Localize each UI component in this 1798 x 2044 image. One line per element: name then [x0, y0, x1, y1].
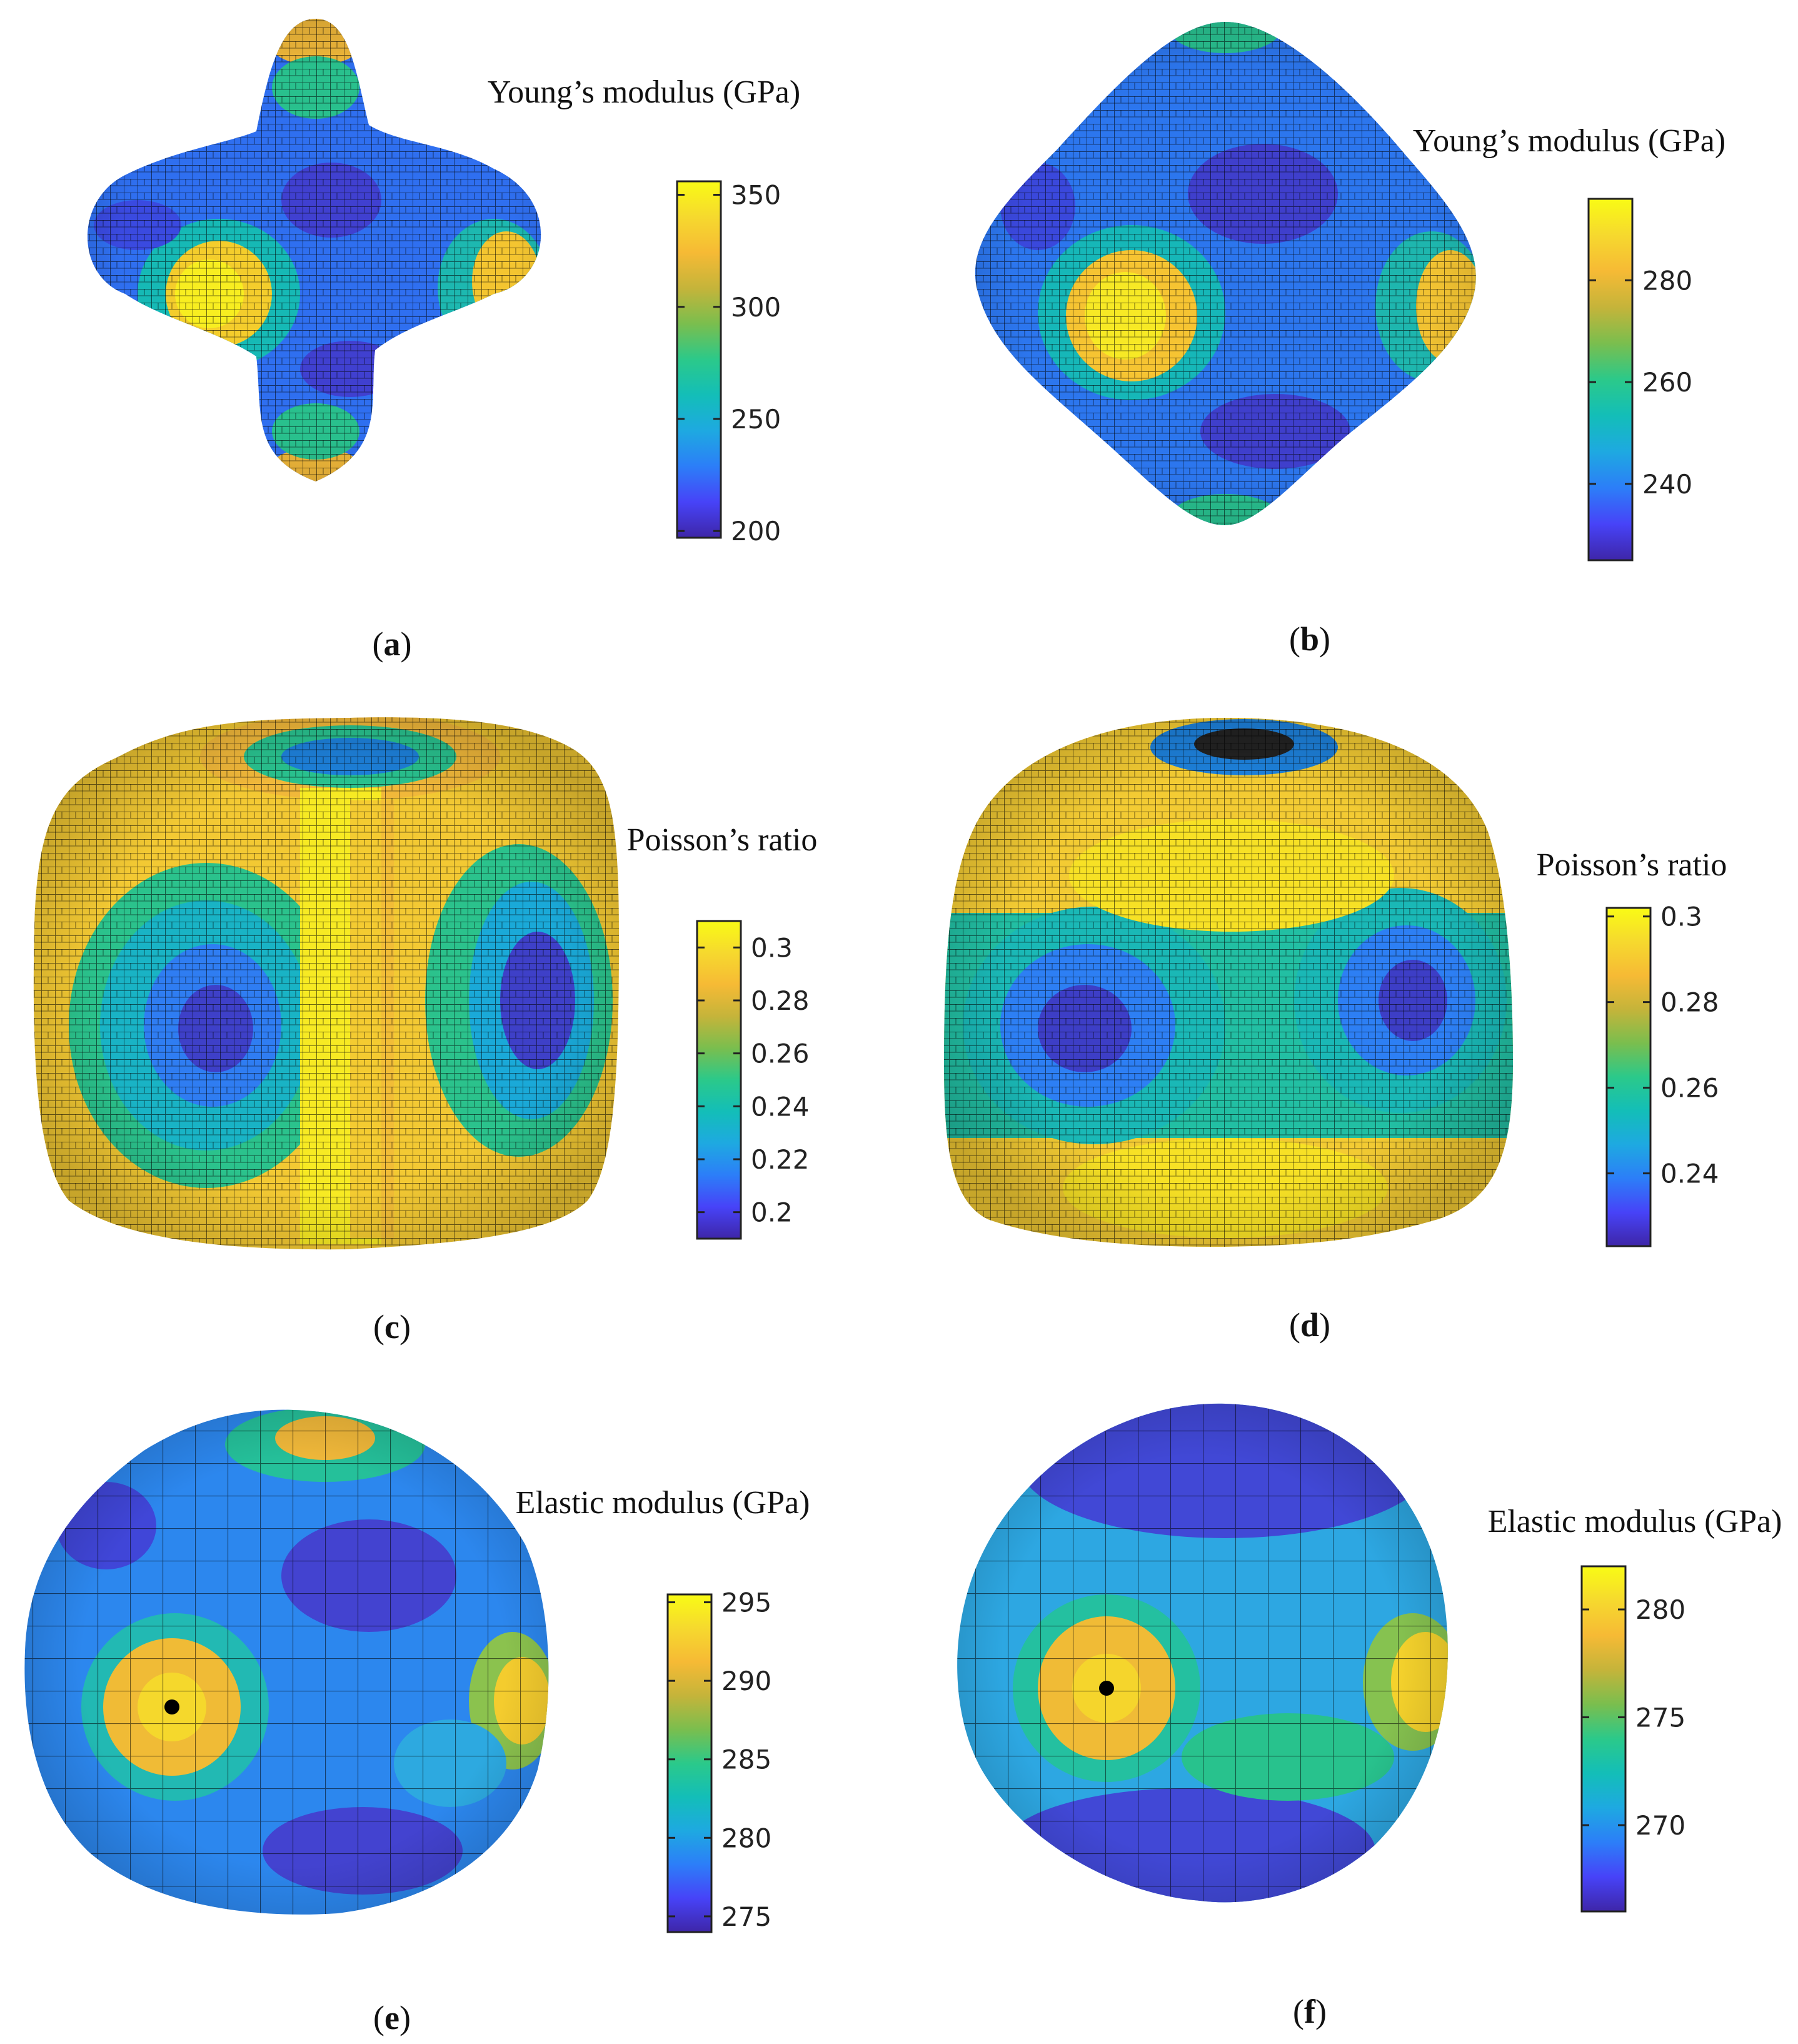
colorbar-c-tick-label: 0.26	[751, 1039, 810, 1069]
colorbar-c: 0.2 0.22 0.24 0.26 0.28 0.3	[696, 920, 810, 1240]
colorbar-a-tick-label: 350	[731, 180, 781, 211]
colorbar-b-ticks: 240 260 280	[1589, 265, 1692, 500]
colorbar-b-tick-label: 260	[1642, 367, 1692, 398]
colorbar-e-tick-label: 280	[721, 1823, 771, 1853]
colorbar-a-gradient	[676, 180, 722, 539]
colorbar-c-tick-label: 0.28	[751, 985, 810, 1016]
panel-f-label: (f)	[1293, 1993, 1327, 2030]
colorbar-b-tick-label: 240	[1642, 469, 1692, 500]
colorbar-a-ticks: 200 250 300 350	[677, 180, 781, 546]
colorbar-e-tick-label: 290	[721, 1666, 771, 1696]
colorbar-b: 240 260 280	[1587, 198, 1692, 561]
panel-d-title: Poisson’s ratio	[1537, 847, 1727, 883]
colorbar-f-ticks: 270 275 280	[1582, 1594, 1685, 1841]
panel-b-title: Young’s modulus (GPa)	[1413, 123, 1725, 159]
panel-d: Poisson’s ratio 0.24 0.26 0.28 0.3 (d)	[944, 718, 1727, 1344]
surface-plot-f	[957, 1403, 1448, 1903]
panel-a-title: Young’s modulus (GPa)	[488, 74, 800, 110]
colorbar-c-tick-label: 0.24	[751, 1091, 810, 1122]
colorbar-d-gradient	[1605, 907, 1652, 1247]
colorbar-c-tick-label: 0.22	[751, 1144, 810, 1175]
colorbar-d-tick-label: 0.26	[1660, 1073, 1719, 1104]
colorbar-b-tick-label: 280	[1642, 265, 1692, 296]
panel-d-label-letter: d	[1300, 1306, 1319, 1344]
panel-b: Young’s modulus (GPa) 240 260 280 (b)	[975, 22, 1725, 658]
panel-e-label: (e)	[373, 1999, 411, 2036]
panel-c: Poisson’s ratio 0.2 0.22 0.24 0.26 0.28 0.3 (…	[33, 717, 818, 1346]
surface-plot-c	[33, 717, 619, 1250]
colorbar-f-tick-label: 280	[1635, 1594, 1685, 1625]
colorbar-c-ticks: 0.2 0.22 0.24 0.26 0.28 0.3	[697, 932, 810, 1228]
colorbar-f: 270 275 280	[1580, 1565, 1685, 1913]
colorbar-f-tick-label: 275	[1635, 1703, 1685, 1733]
colorbar-e: 275 280 285 290 295	[666, 1588, 771, 1933]
panel-b-label-letter: b	[1300, 620, 1319, 658]
panel-a-label-letter: a	[384, 625, 401, 663]
colorbar-c-tick-label: 0.2	[751, 1197, 793, 1228]
colorbar-d-tick-label: 0.24	[1660, 1159, 1719, 1189]
surface-plot-b	[975, 22, 1476, 525]
colorbar-e-gradient	[666, 1593, 713, 1933]
colorbar-a-tick-label: 200	[731, 516, 781, 546]
colorbar-e-tick-label: 295	[721, 1588, 771, 1618]
colorbar-a: 200 250 300 350	[676, 180, 781, 546]
panel-e: Elastic modulus (GPa) 275 280 285 290 295 (e…	[24, 1409, 810, 2036]
colorbar-a-tick-label: 300	[731, 292, 781, 323]
panel-f: Elastic modulus (GPa) 270 275 280 (f)	[957, 1403, 1782, 2030]
colorbar-e-tick-label: 275	[721, 1901, 771, 1932]
colorbar-d-tick-label: 0.3	[1660, 902, 1702, 932]
panel-a: Young’s modulus (GPa) 200 250 300 350 (a)	[88, 19, 800, 663]
colorbar-f-tick-label: 270	[1635, 1810, 1685, 1841]
panel-e-title: Elastic modulus (GPa)	[516, 1485, 810, 1521]
panel-d-label: (d)	[1289, 1306, 1330, 1344]
panel-e-label-letter: e	[384, 1999, 399, 2036]
colorbar-d: 0.24 0.26 0.28 0.3	[1605, 902, 1719, 1247]
colorbar-d-ticks: 0.24 0.26 0.28 0.3	[1607, 902, 1719, 1189]
panel-c-label: (c)	[373, 1308, 411, 1346]
colorbar-d-tick-label: 0.28	[1660, 987, 1719, 1018]
panel-c-label-letter: c	[384, 1308, 399, 1346]
colorbar-f-gradient	[1580, 1565, 1627, 1913]
colorbar-c-gradient	[696, 920, 742, 1240]
colorbar-b-gradient	[1587, 198, 1634, 561]
panel-f-title: Elastic modulus (GPa)	[1488, 1504, 1782, 1539]
panel-b-label: (b)	[1289, 620, 1330, 658]
surface-plot-d	[944, 718, 1513, 1247]
surface-plot-e	[24, 1409, 549, 1915]
colorbar-c-tick-label: 0.3	[751, 932, 793, 963]
panel-f-label-letter: f	[1304, 1993, 1316, 2030]
panel-a-label: (a)	[373, 625, 412, 663]
panel-c-title: Poisson’s ratio	[627, 822, 818, 858]
colorbar-a-tick-label: 250	[731, 404, 781, 435]
colorbar-e-ticks: 275 280 285 290 295	[668, 1588, 771, 1932]
colorbar-e-tick-label: 285	[721, 1744, 771, 1775]
